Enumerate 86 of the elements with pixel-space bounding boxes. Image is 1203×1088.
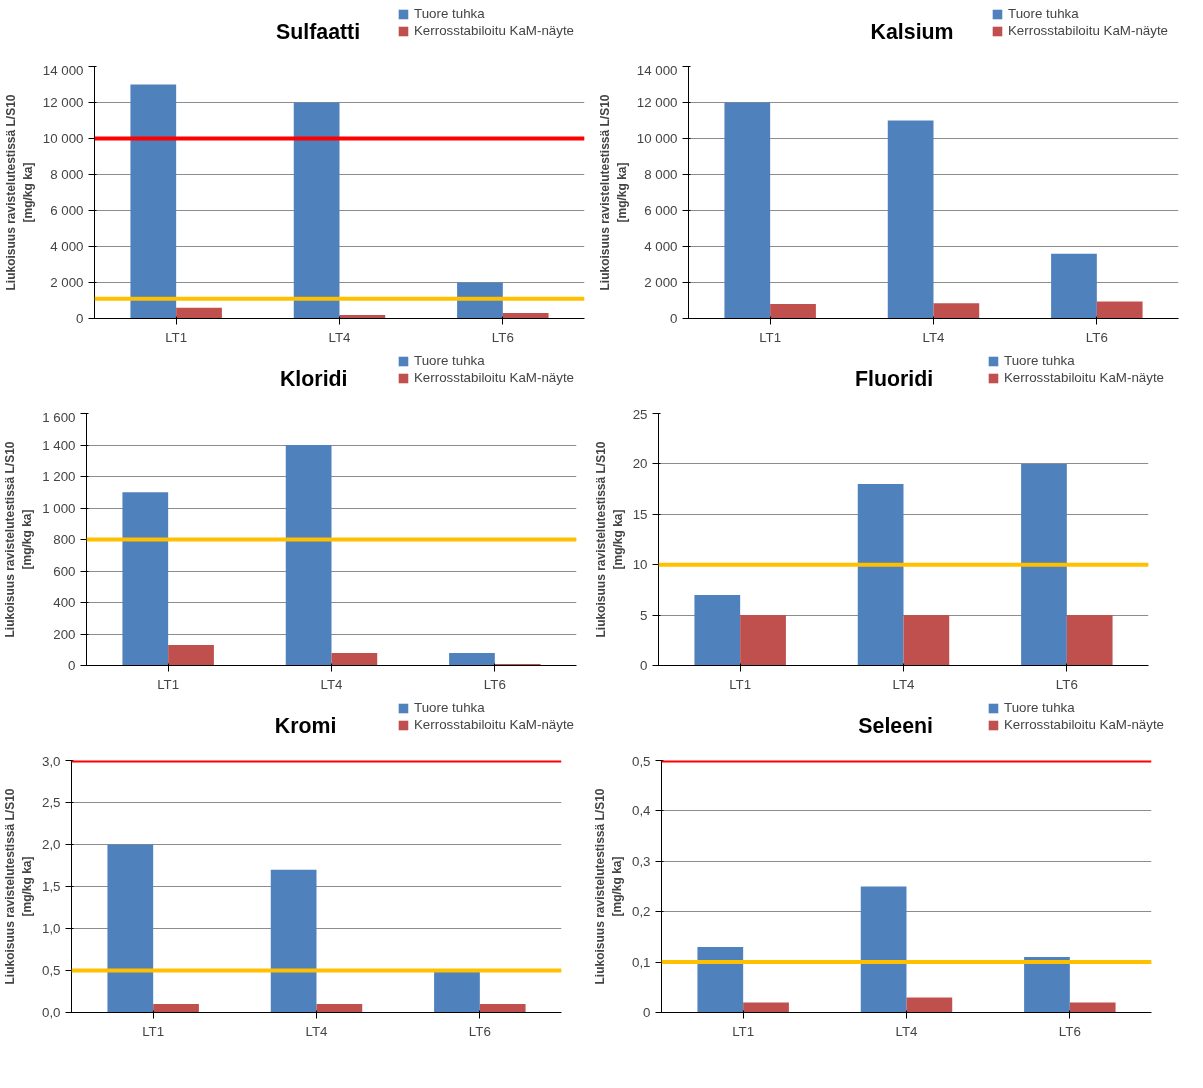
legend-label: Tuore tuhka xyxy=(1003,353,1075,368)
y-tick-label: 12 000 xyxy=(42,95,84,110)
y-tick-label: 0 xyxy=(643,1005,651,1020)
y-tick-label: 2 000 xyxy=(50,275,84,290)
y-tick-label: 25 xyxy=(632,406,648,422)
y-tick-label: 20 xyxy=(632,456,648,472)
x-tick-label: LT6 xyxy=(1085,329,1108,345)
x-tick-label: LT4 xyxy=(922,329,946,345)
y-tick-label: 0,2 xyxy=(631,904,651,920)
y-tick-label: 0,1 xyxy=(631,954,651,970)
y-tick-label: 8 000 xyxy=(50,167,84,182)
x-tick-label: LT1 xyxy=(165,329,188,345)
legend-label: Kerrosstabiloitu KaM-näyte xyxy=(413,717,574,732)
x-tick-label: LT6 xyxy=(1058,1023,1081,1039)
x-tick-label: LT1 xyxy=(157,676,180,692)
legend-label: Kerrosstabiloitu KaM-näyte xyxy=(413,370,574,385)
legend-label: Tuore tuhka xyxy=(413,353,485,368)
y-tick-label: 0 xyxy=(68,658,76,673)
y-axis-title: Liukoisuus ravistelutestissä L/S10 [mg/kg ka] xyxy=(593,441,625,638)
x-tick-label: LT4 xyxy=(892,676,916,692)
y-tick-label: 0 xyxy=(640,658,648,673)
y-tick-label: 0,4 xyxy=(631,803,652,819)
x-tick-label: LT1 xyxy=(732,1023,755,1039)
y-tick-label: 5 xyxy=(640,607,648,623)
x-tick-label: LT6 xyxy=(1055,676,1078,692)
y-tick-label: 2,5 xyxy=(41,795,61,810)
y-tick-label: 0,3 xyxy=(631,853,651,869)
legend-label: Kerrosstabiloitu KaM-näyte xyxy=(1007,23,1168,38)
chart-title: Sulfaatti xyxy=(275,19,361,44)
y-tick-label: 12 000 xyxy=(636,95,678,110)
y-tick-label: 4 000 xyxy=(644,239,678,254)
y-tick-label: 1 200 xyxy=(42,469,76,484)
chart-title: Kloridi xyxy=(279,366,348,391)
x-tick-label: LT4 xyxy=(320,676,344,692)
legend-label: Kerrosstabiloitu KaM-näyte xyxy=(1003,370,1164,385)
y-tick-label: 4 000 xyxy=(50,239,84,254)
x-tick-label: LT6 xyxy=(468,1023,491,1039)
y-tick-label: 1,5 xyxy=(41,879,61,894)
x-tick-label: LT4 xyxy=(895,1023,919,1039)
y-tick-label: 14 000 xyxy=(636,62,678,78)
y-tick-label: 10 000 xyxy=(636,131,678,146)
x-tick-label: LT4 xyxy=(328,329,352,345)
legend-label: Kerrosstabiloitu KaM-näyte xyxy=(1003,717,1164,732)
y-tick-label: 2,0 xyxy=(41,837,61,852)
y-tick-label: 0 xyxy=(670,311,678,326)
y-tick-label: 1 600 xyxy=(42,409,76,425)
chart-title: Fluoridi xyxy=(854,366,934,391)
x-tick-label: LT6 xyxy=(491,329,514,345)
y-tick-label: 800 xyxy=(53,532,76,547)
y-tick-label: 1 400 xyxy=(42,437,76,453)
chart-title: Seleeni xyxy=(858,713,933,738)
y-tick-label: 0,5 xyxy=(41,963,61,978)
y-tick-label: 10 xyxy=(632,557,648,573)
y-tick-label: 1,0 xyxy=(41,921,61,936)
y-tick-label: 14 000 xyxy=(42,62,84,78)
y-tick-label: 3,0 xyxy=(41,753,61,769)
y-tick-label: 1 000 xyxy=(42,500,76,516)
y-axis-title: Liukoisuus ravistelutestissä L/S10 [mg/kg ka] xyxy=(3,94,35,291)
x-tick-label: LT1 xyxy=(142,1023,165,1039)
y-tick-label: 8 000 xyxy=(644,167,678,182)
y-tick-label: 400 xyxy=(53,595,76,610)
y-tick-label: 15 xyxy=(632,506,648,522)
legend-label: Kerrosstabiloitu KaM-näyte xyxy=(413,23,574,38)
y-tick-label: 200 xyxy=(53,626,76,642)
y-tick-label: 2 000 xyxy=(644,275,678,290)
y-axis-title: Liukoisuus ravistelutestissä L/S10 [mg/kg ka] xyxy=(597,94,629,291)
y-axis-title: Liukoisuus ravistelutestissä L/S10 [mg/kg ka] xyxy=(593,788,624,985)
y-tick-label: 6 000 xyxy=(50,203,84,218)
legend-label: Tuore tuhka xyxy=(413,6,485,21)
y-tick-label: 0 xyxy=(76,311,84,326)
y-tick-label: 0,5 xyxy=(631,753,651,769)
y-axis-title: Liukoisuus ravistelutestissä L/S10 [mg/kg ka] xyxy=(3,788,34,985)
y-tick-label: 600 xyxy=(53,563,76,579)
y-tick-label: 0,0 xyxy=(41,1005,61,1020)
chart-title: Kromi xyxy=(274,713,337,738)
y-tick-label: 6 000 xyxy=(644,203,678,218)
y-tick-label: 10 000 xyxy=(42,131,84,146)
legend-label: Tuore tuhka xyxy=(1003,700,1075,715)
x-tick-label: LT6 xyxy=(483,676,506,692)
legend-label: Tuore tuhka xyxy=(1007,6,1079,21)
chart-title: Kalsium xyxy=(870,19,954,44)
y-axis-title: Liukoisuus ravistelutestissä L/S10 [mg/kg ka] xyxy=(3,441,35,638)
x-tick-label: LT4 xyxy=(305,1023,329,1039)
x-tick-label: LT1 xyxy=(729,676,752,692)
x-tick-label: LT1 xyxy=(759,329,782,345)
legend-label: Tuore tuhka xyxy=(413,700,485,715)
